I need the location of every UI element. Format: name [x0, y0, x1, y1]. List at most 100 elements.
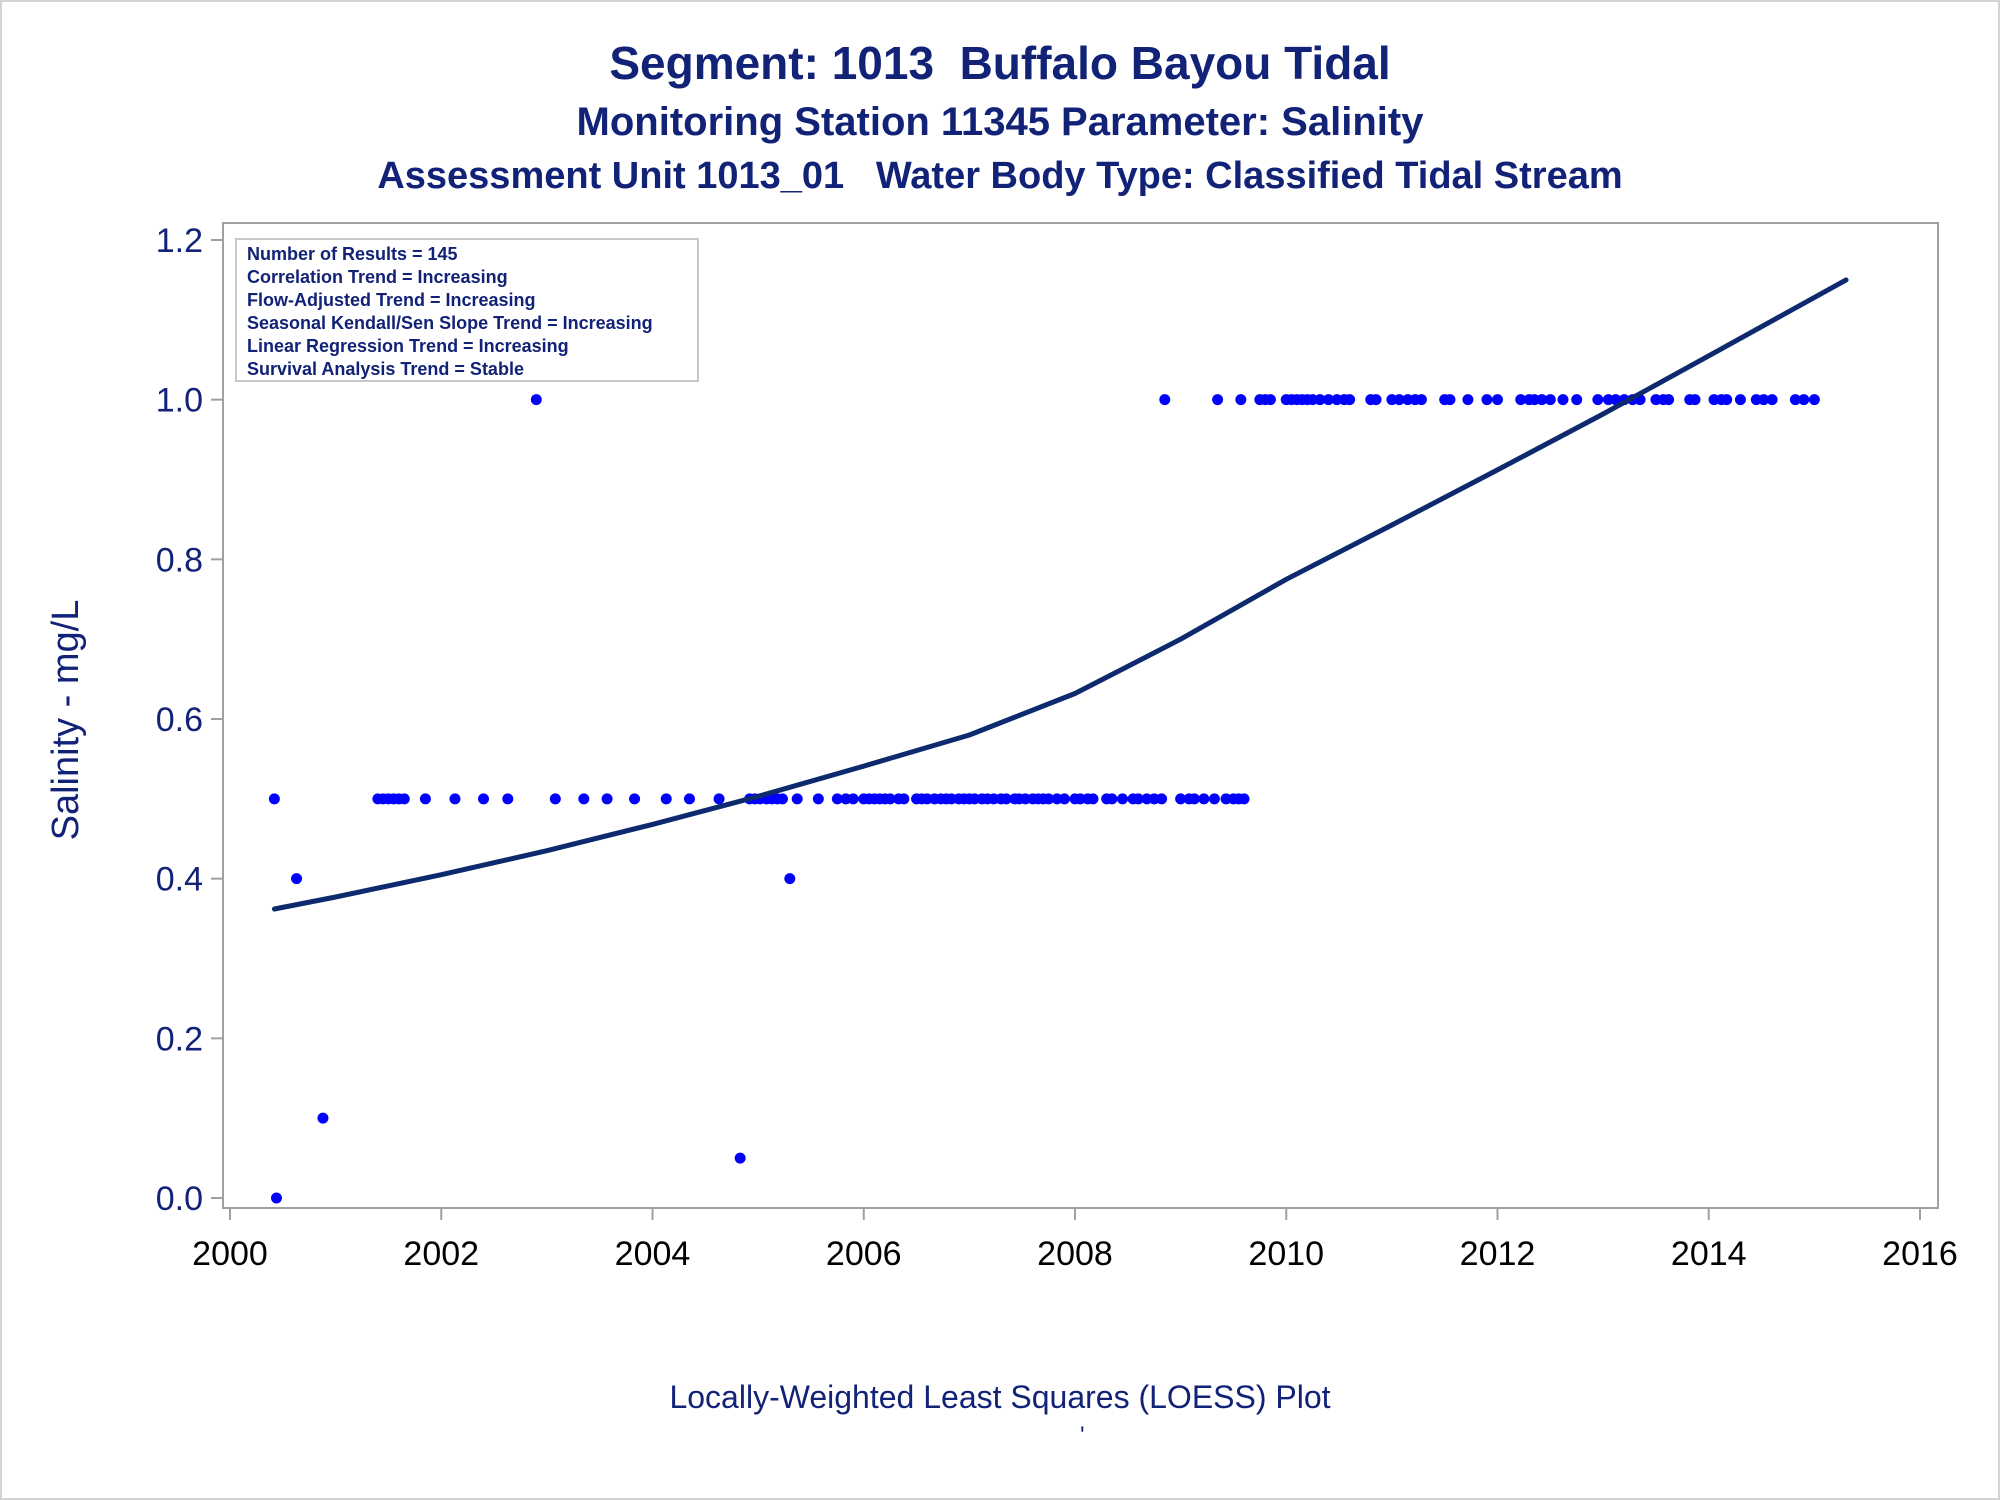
data-point — [1156, 793, 1168, 805]
data-point — [1571, 394, 1583, 406]
data-point — [1610, 394, 1622, 406]
data-point — [1043, 793, 1055, 805]
data-point — [1212, 394, 1224, 406]
data-point — [549, 793, 561, 805]
data-point — [884, 793, 896, 805]
data-point — [1132, 793, 1144, 805]
data-point — [270, 1192, 282, 1204]
data-point — [1415, 394, 1427, 406]
stats-box-line: Number of Results = 145 — [247, 244, 458, 264]
y-tick-label: 1.0 — [156, 382, 203, 420]
stats-box-line: Correlation Trend = Increasing — [247, 267, 508, 287]
data-point — [1323, 394, 1334, 406]
data-point — [734, 1152, 746, 1164]
data-point — [1462, 394, 1474, 406]
data-point — [1789, 394, 1801, 406]
data-point — [1444, 394, 1456, 406]
x-tick-label: 2008 — [1037, 1235, 1113, 1273]
data-point — [1175, 793, 1187, 805]
x-tick-label: 2016 — [1882, 1235, 1958, 1273]
data-point — [1734, 394, 1746, 406]
data-point — [449, 793, 461, 805]
data-point — [683, 793, 695, 805]
data-point — [629, 793, 641, 805]
data-point — [1721, 394, 1733, 406]
stats-box-line: Flow-Adjusted Trend = Increasing — [247, 290, 536, 310]
data-point — [1117, 793, 1129, 805]
data-point — [1798, 394, 1810, 406]
x-tick-label: 2012 — [1460, 1235, 1536, 1273]
stats-box-line: Linear Regression Trend = Increasing — [247, 336, 569, 356]
chart-subtitle: Monitoring Station 11345 Parameter: Sali… — [576, 100, 1424, 144]
data-point — [1264, 394, 1276, 406]
data-point — [1758, 394, 1770, 406]
data-point — [1087, 793, 1099, 805]
data-point — [660, 793, 672, 805]
data-point — [578, 793, 590, 805]
data-point — [1235, 394, 1247, 406]
data-point — [1536, 394, 1548, 406]
data-point — [1000, 793, 1012, 805]
data-point — [1188, 793, 1200, 805]
data-point — [1370, 394, 1382, 406]
data-point — [1766, 394, 1778, 406]
y-tick-label: 0.8 — [156, 541, 203, 579]
data-point — [1058, 793, 1070, 805]
data-point — [398, 793, 410, 805]
data-point — [317, 1112, 329, 1124]
x-tick-label: 2000 — [192, 1235, 268, 1273]
data-point — [713, 793, 725, 805]
stats-box — [235, 238, 699, 382]
x-tick-label: 2004 — [615, 1235, 691, 1273]
chart-title: Segment: 1013 Buffalo Bayou Tidal — [609, 37, 1391, 89]
y-tick-label: 0.6 — [156, 701, 203, 739]
y-tick-label: 0.0 — [156, 1180, 203, 1218]
chart-subtitle-2: Assessment Unit 1013_01 Water Body Type:… — [377, 155, 1623, 197]
data-point — [1314, 394, 1326, 406]
data-point — [1492, 394, 1503, 406]
data-point — [898, 793, 910, 805]
data-point — [791, 793, 803, 805]
data-point — [1663, 394, 1675, 406]
data-point — [831, 793, 843, 805]
y-tick-label: 0.2 — [156, 1020, 203, 1058]
data-point — [530, 394, 542, 406]
data-point — [1481, 394, 1493, 406]
data-point — [1208, 793, 1220, 805]
x-tick-label: 2002 — [403, 1235, 479, 1273]
y-tick-label: 1.2 — [156, 222, 203, 260]
data-point — [1238, 793, 1250, 805]
data-point — [1393, 394, 1405, 406]
data-point — [1592, 394, 1604, 406]
data-point — [268, 793, 280, 805]
data-point — [847, 793, 859, 805]
data-point — [601, 793, 613, 805]
data-point — [812, 793, 824, 805]
stats-box-line: Survival Analysis Trend = Stable — [247, 359, 524, 379]
y-tick-label: 0.4 — [156, 861, 203, 899]
plot-frame — [222, 222, 1939, 1209]
data-point — [291, 873, 303, 885]
data-point — [784, 873, 796, 885]
data-point — [419, 793, 431, 805]
y-axis-label: Salinity - mg/L — [45, 600, 87, 841]
data-point — [502, 793, 514, 805]
footnote: Locally-Weighted Least Squares (LOESS) P… — [669, 1379, 1331, 1415]
data-point — [1544, 394, 1556, 406]
loess-line — [271, 277, 1849, 912]
x-tick-label: 2010 — [1248, 1235, 1324, 1273]
x-tick-label: 2014 — [1671, 1235, 1747, 1273]
data-point — [1159, 394, 1171, 406]
data-point — [776, 793, 788, 805]
data-point — [478, 793, 489, 805]
data-point — [1557, 394, 1569, 406]
data-point — [1344, 394, 1356, 406]
data-point — [1808, 394, 1820, 406]
data-point — [1515, 394, 1527, 406]
data-point — [1689, 394, 1701, 406]
stats-box-line: Seasonal Kendall/Sen Slope Trend = Incre… — [247, 313, 653, 333]
footnote-mark: ' — [1080, 1422, 1085, 1449]
x-tick-label: 2006 — [826, 1235, 902, 1273]
